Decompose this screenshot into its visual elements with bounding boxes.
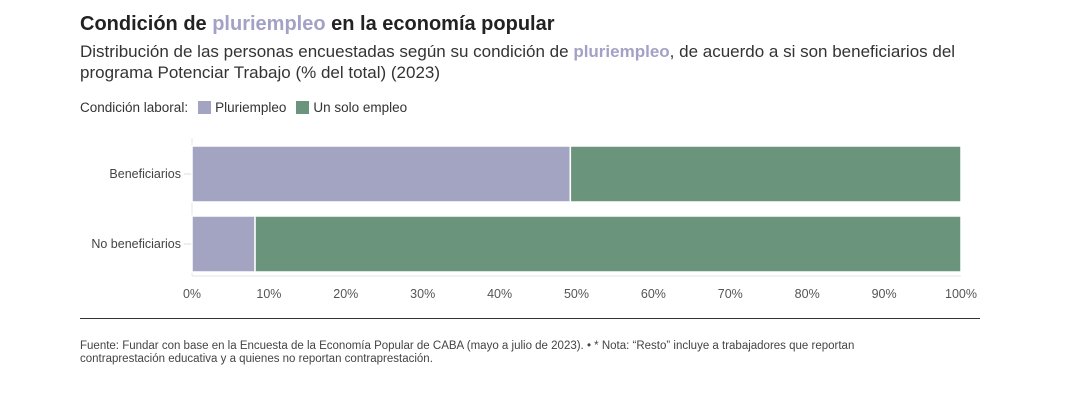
bar-pluriempleo: [191, 145, 572, 203]
bar-un-solo-empleo: [254, 215, 962, 273]
x-tick-label: 30%: [410, 287, 435, 301]
x-tick-label: 40%: [487, 287, 512, 301]
legend: Condición laboral: Pluriempleo Un solo e…: [80, 100, 407, 115]
plot-area: Beneficiarios No beneficiarios 0% 10% 20% 30%…: [91, 138, 977, 301]
legend-item-pluriempleo: Pluriempleo: [215, 100, 287, 115]
category-label: Beneficiarios: [109, 167, 181, 181]
chart-title: Condición de pluriempleo en la economía …: [80, 13, 555, 35]
category-label: No beneficiarios: [91, 237, 181, 251]
x-tick-label: 60%: [641, 287, 666, 301]
legend-item-un-solo-empleo: Un solo empleo: [313, 100, 408, 115]
x-tick-label: 90%: [872, 287, 897, 301]
bar-pluriempleo: [191, 215, 256, 273]
legend-swatch-un-solo-empleo: [296, 101, 310, 114]
x-tick-label: 50%: [564, 287, 589, 301]
chart-subtitle: Distribución de las personas encuestadas…: [80, 42, 956, 82]
x-tick-label: 10%: [256, 287, 281, 301]
x-tick-label: 20%: [333, 287, 358, 301]
divider: [80, 318, 980, 319]
legend-label: Condición laboral:: [80, 100, 189, 115]
footnote: Fuente: Fundar con base en la Encuesta d…: [80, 340, 855, 365]
x-tick-label: 0%: [183, 287, 201, 301]
legend-swatch-pluriempleo: [198, 101, 212, 114]
x-tick-label: 70%: [718, 287, 743, 301]
x-tick-label: 80%: [795, 287, 820, 301]
x-tick-label: 100%: [945, 287, 977, 301]
bar-un-solo-empleo: [569, 145, 962, 203]
